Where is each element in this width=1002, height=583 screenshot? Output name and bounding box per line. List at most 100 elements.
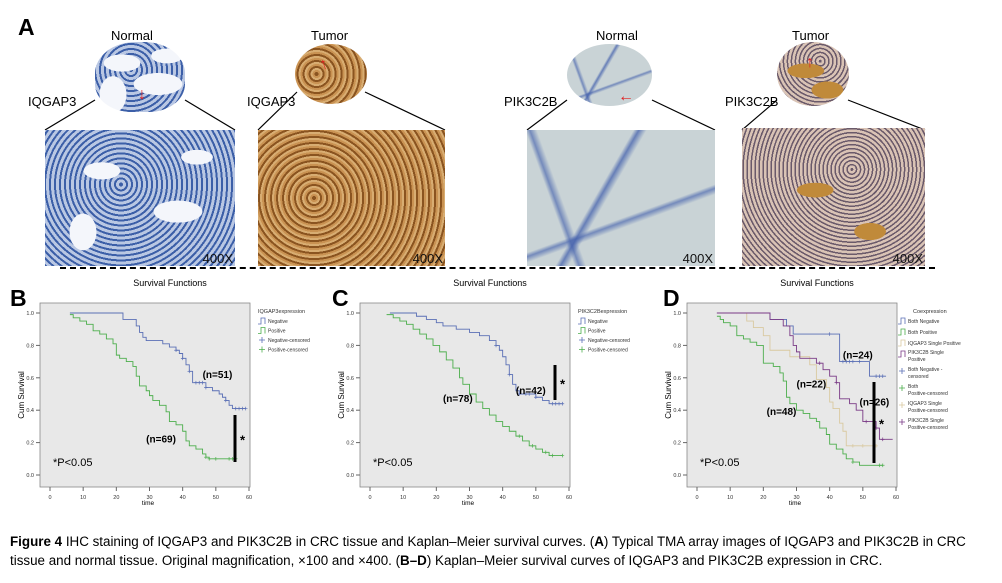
- legend-entry: PIK3C2B Single Positive-censored: [908, 418, 948, 431]
- legend-entry-line: censored: [908, 374, 929, 380]
- marker-label-iqgap3: IQGAP3: [28, 94, 77, 109]
- n-label: (n=48): [767, 407, 797, 418]
- legend-entry: Negative-censored: [268, 338, 310, 344]
- y-tick-label: 0.0: [346, 473, 354, 479]
- x-tick-label: 30: [466, 495, 472, 501]
- legend-line-icon: [258, 327, 266, 334]
- survival-chart-b: Survival Functions 0.0 0.2 0.4 0.6 0.8 1.0 0 10 2…: [17, 278, 310, 505]
- legend-entry: Positive: [588, 329, 606, 335]
- magnification-label: 400X: [682, 251, 713, 266]
- censor-mark: [550, 453, 555, 458]
- caption-text: ) Typical TMA array images of IQGAP3 and…: [10, 534, 966, 568]
- x-tick-label: 50: [860, 495, 866, 501]
- x-axis-label: time: [142, 500, 155, 505]
- censor-mark: [557, 401, 561, 406]
- chart-title: Survival Functions: [453, 278, 527, 288]
- legend-entry-line: IQGAP3 Single: [908, 401, 942, 407]
- y-tick-label: 0.4: [673, 408, 681, 414]
- tma-core-tumor-iqgap3: [295, 44, 367, 104]
- caption-text: IHC staining of IQGAP3 and PIK3C2B in CR…: [62, 534, 595, 549]
- x-tick-label: 0: [695, 495, 698, 501]
- legend-entry: Positive-censored: [268, 348, 308, 354]
- y-axis-label: Cum Survival: [17, 371, 26, 419]
- censor-mark: [844, 359, 849, 364]
- survival-curve-both-positive: [716, 315, 883, 466]
- legend-line-icon: [898, 350, 906, 358]
- legend-entry: IQGAP3 Single Positive: [908, 341, 961, 347]
- connector-lines: [44, 91, 926, 131]
- censor-mark: [851, 444, 855, 448]
- y-tick-label: 0.8: [346, 343, 354, 349]
- y-tick-label: 0.0: [673, 473, 681, 479]
- x-tick-label: 20: [433, 495, 439, 501]
- legend-plus-icon: [259, 337, 265, 343]
- significance-star: *: [240, 433, 246, 448]
- x-tick-label: 60: [566, 495, 572, 501]
- censor-mark: [207, 457, 211, 461]
- censor-mark: [851, 359, 855, 364]
- red-arrow-icon: ↓: [138, 86, 146, 103]
- censor-mark: [204, 455, 208, 459]
- panel-d-label: D: [663, 285, 680, 311]
- x-tick-label: 40: [180, 495, 186, 501]
- red-arrow-icon: ←: [618, 88, 634, 105]
- y-tick-label: 0.6: [26, 376, 34, 382]
- censor-mark: [874, 374, 878, 378]
- image-title-tumor-pik3c2b: Tumor: [792, 28, 830, 43]
- marker-label-iqgap3: IQGAP3: [247, 94, 296, 109]
- censor-mark: [494, 343, 498, 348]
- survival-curve-pik3c2b-single-positive: [716, 312, 893, 440]
- censor-mark: [877, 463, 882, 468]
- marker-label-pik3c2b: PIK3C2B: [504, 94, 558, 109]
- p-value-annotation: *P<0.05: [373, 457, 412, 469]
- legend-line-icon: [898, 317, 906, 325]
- image-title-normal-pik3c2b: Normal: [596, 28, 638, 43]
- legend-plus-icon: [899, 419, 905, 425]
- n-label: (n=78): [443, 394, 473, 405]
- censor-mark: [187, 369, 192, 374]
- legend-entry: Both Negative -censored: [908, 367, 943, 380]
- x-tick-label: 20: [113, 495, 119, 501]
- survival-chart-c: Survival Functions 0.0 0.2 0.4 0.6 0.8 1.0 0 10 2…: [337, 278, 630, 505]
- micrograph-normal-pik3c2b: 400X: [527, 130, 715, 266]
- plot-area: [686, 302, 898, 488]
- x-axis-label: time: [462, 500, 475, 505]
- censor-mark: [237, 406, 241, 411]
- legend-line-icon: [258, 317, 266, 325]
- censor-mark: [200, 380, 205, 385]
- legend-entry: IQGAP3 Single Positive-censored: [908, 401, 948, 414]
- censor-mark: [174, 348, 178, 353]
- x-tick-label: 40: [827, 495, 833, 501]
- y-tick-label: 0.2: [346, 441, 354, 447]
- legend-plus-icon: [259, 346, 265, 353]
- figure-label: Figure 4: [10, 534, 63, 549]
- legend-line-icon: [898, 328, 906, 336]
- censor-mark: [560, 453, 565, 458]
- magnification-label: 400X: [412, 251, 443, 266]
- plot-area: [359, 302, 571, 488]
- survival-curve-positive: [386, 314, 563, 457]
- legend-entry: Both Negative: [908, 319, 940, 325]
- legend-plus-icon: [899, 368, 905, 374]
- x-tick-label: 60: [246, 495, 252, 501]
- x-tick-label: 50: [213, 495, 219, 501]
- legend-entry: Negative-censored: [588, 338, 630, 344]
- x-axis-label: time: [789, 500, 802, 505]
- survival-curve-iqgap3-single-positive: [716, 312, 877, 447]
- censor-mark: [534, 395, 538, 400]
- tma-core-normal-pik3c2b: [567, 44, 652, 106]
- censor-mark: [194, 380, 198, 385]
- legend-entry: Negative: [588, 319, 608, 325]
- censor-mark: [527, 392, 531, 396]
- x-tick-label: 20: [760, 495, 766, 501]
- micrograph-tumor-iqgap3: 400X: [258, 130, 445, 266]
- tma-core-normal-iqgap3: [95, 42, 185, 112]
- legend-entry-line: PIK3C2B Single: [908, 350, 944, 356]
- legend-entry-line: Both Negative -: [908, 367, 943, 373]
- legend-entry: Positive-censored: [588, 348, 628, 354]
- significance-star: *: [879, 417, 885, 432]
- legend-title: IQGAP3expression: [258, 309, 305, 315]
- censor-mark: [553, 401, 558, 406]
- censor-mark: [524, 392, 528, 396]
- legend-line-icon: [578, 317, 586, 325]
